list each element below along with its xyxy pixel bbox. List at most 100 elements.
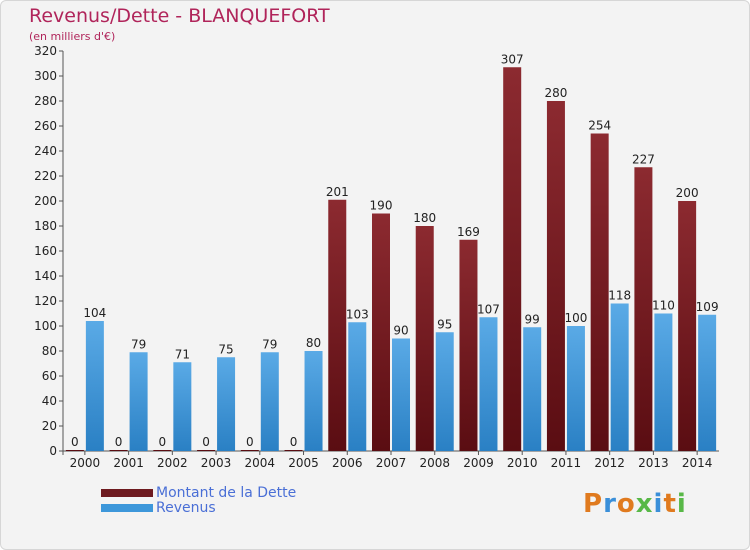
bar-debt <box>503 67 522 451</box>
x-tick-label: 2007 <box>376 456 407 470</box>
data-label-debt: 0 <box>71 435 79 449</box>
y-tick-label: 260 <box>34 119 57 133</box>
bar-debt <box>240 450 259 451</box>
x-tick-label: 2012 <box>594 456 625 470</box>
y-tick-label: 80 <box>42 344 57 358</box>
y-tick-label: 280 <box>34 94 57 108</box>
y-tick-label: 200 <box>34 194 57 208</box>
bar-debt <box>634 167 653 451</box>
y-tick-label: 160 <box>34 244 57 258</box>
bar-debt <box>65 450 84 451</box>
data-label-debt: 0 <box>202 435 210 449</box>
y-tick-label: 0 <box>49 444 57 458</box>
y-tick-label: 120 <box>34 294 57 308</box>
x-tick-label: 2011 <box>551 456 582 470</box>
x-tick-label: 2000 <box>70 456 101 470</box>
bar-revenus <box>260 352 279 451</box>
data-label-debt: 0 <box>290 435 298 449</box>
data-label-debt: 190 <box>370 199 393 213</box>
data-label-revenus: 100 <box>564 311 587 325</box>
data-label-revenus: 71 <box>175 347 190 361</box>
bar-revenus <box>698 314 717 451</box>
data-label-debt: 280 <box>544 86 567 100</box>
bar-debt <box>109 450 128 451</box>
data-label-debt: 180 <box>413 211 436 225</box>
data-label-debt: 254 <box>588 119 611 133</box>
y-tick-label: 40 <box>42 394 57 408</box>
y-tick-label: 60 <box>42 369 57 383</box>
data-label-revenus: 79 <box>131 337 146 351</box>
data-label-debt: 307 <box>501 52 524 66</box>
y-tick-label: 100 <box>34 319 57 333</box>
data-label-revenus: 103 <box>346 307 369 321</box>
bar-debt <box>197 450 216 451</box>
x-tick-label: 2006 <box>332 456 363 470</box>
data-label-revenus: 75 <box>218 342 233 356</box>
x-tick-label: 2013 <box>638 456 669 470</box>
data-label-revenus: 99 <box>525 312 540 326</box>
bar-revenus <box>479 317 498 451</box>
data-label-debt: 201 <box>326 185 349 199</box>
y-tick-label: 320 <box>34 44 57 58</box>
x-tick-label: 2010 <box>507 456 538 470</box>
data-label-revenus: 107 <box>477 302 500 316</box>
bar-debt <box>153 450 172 451</box>
proxiti-logo: Proxiti <box>583 489 687 519</box>
y-tick-label: 240 <box>34 144 57 158</box>
bar-debt <box>590 133 609 451</box>
data-label-debt: 0 <box>115 435 123 449</box>
chart-title: Revenus/Dette - BLANQUEFORT <box>29 5 330 27</box>
data-label-debt: 227 <box>632 152 655 166</box>
bar-debt <box>284 450 303 451</box>
bar-revenus <box>173 362 192 451</box>
x-tick-label: 2009 <box>463 456 494 470</box>
legend-label-debt: Montant de la Dette <box>156 485 297 501</box>
y-tick-label: 20 <box>42 419 57 433</box>
y-tick-label: 300 <box>34 69 57 83</box>
bar-debt <box>546 101 565 451</box>
data-label-revenus: 109 <box>696 300 719 314</box>
y-tick-label: 220 <box>34 169 57 183</box>
bar-debt <box>415 226 434 451</box>
bar-revenus <box>129 352 148 451</box>
bar-debt <box>372 213 390 451</box>
x-tick-label: 2008 <box>419 456 450 470</box>
legend-swatch-debt <box>101 489 153 497</box>
bar-revenus <box>523 327 542 451</box>
data-label-revenus: 110 <box>652 299 675 313</box>
bar-revenus <box>392 338 410 451</box>
bar-revenus <box>610 303 629 451</box>
legend-swatch-revenus <box>101 504 153 512</box>
bar-revenus <box>435 332 454 451</box>
chart-subtitle: (en milliers d'€) <box>29 30 116 43</box>
data-label-revenus: 90 <box>393 324 408 338</box>
x-tick-label: 2003 <box>201 456 232 470</box>
data-label-debt: 0 <box>159 435 167 449</box>
x-tick-label: 2001 <box>113 456 144 470</box>
legend-label-revenus: Revenus <box>156 500 216 516</box>
bar-revenus <box>304 351 323 451</box>
x-tick-label: 2002 <box>157 456 188 470</box>
data-label-revenus: 118 <box>608 289 631 303</box>
data-label-revenus: 79 <box>262 337 277 351</box>
x-tick-label: 2014 <box>682 456 713 470</box>
y-tick-label: 140 <box>34 269 57 283</box>
bar-debt <box>459 239 478 451</box>
bar-debt <box>328 199 347 451</box>
data-label-debt: 200 <box>676 186 699 200</box>
data-label-debt: 169 <box>457 225 480 239</box>
bar-debt <box>678 201 697 451</box>
bar-revenus <box>85 321 104 451</box>
bar-revenus <box>348 322 367 451</box>
data-label-revenus: 80 <box>306 336 321 350</box>
data-label-revenus: 104 <box>83 306 106 320</box>
x-tick-label: 2004 <box>245 456 276 470</box>
x-tick-label: 2005 <box>288 456 319 470</box>
bar-revenus <box>217 357 236 451</box>
y-tick-label: 180 <box>34 219 57 233</box>
data-label-revenus: 95 <box>437 317 452 331</box>
bar-revenus <box>654 313 673 451</box>
bar-revenus <box>566 326 585 451</box>
